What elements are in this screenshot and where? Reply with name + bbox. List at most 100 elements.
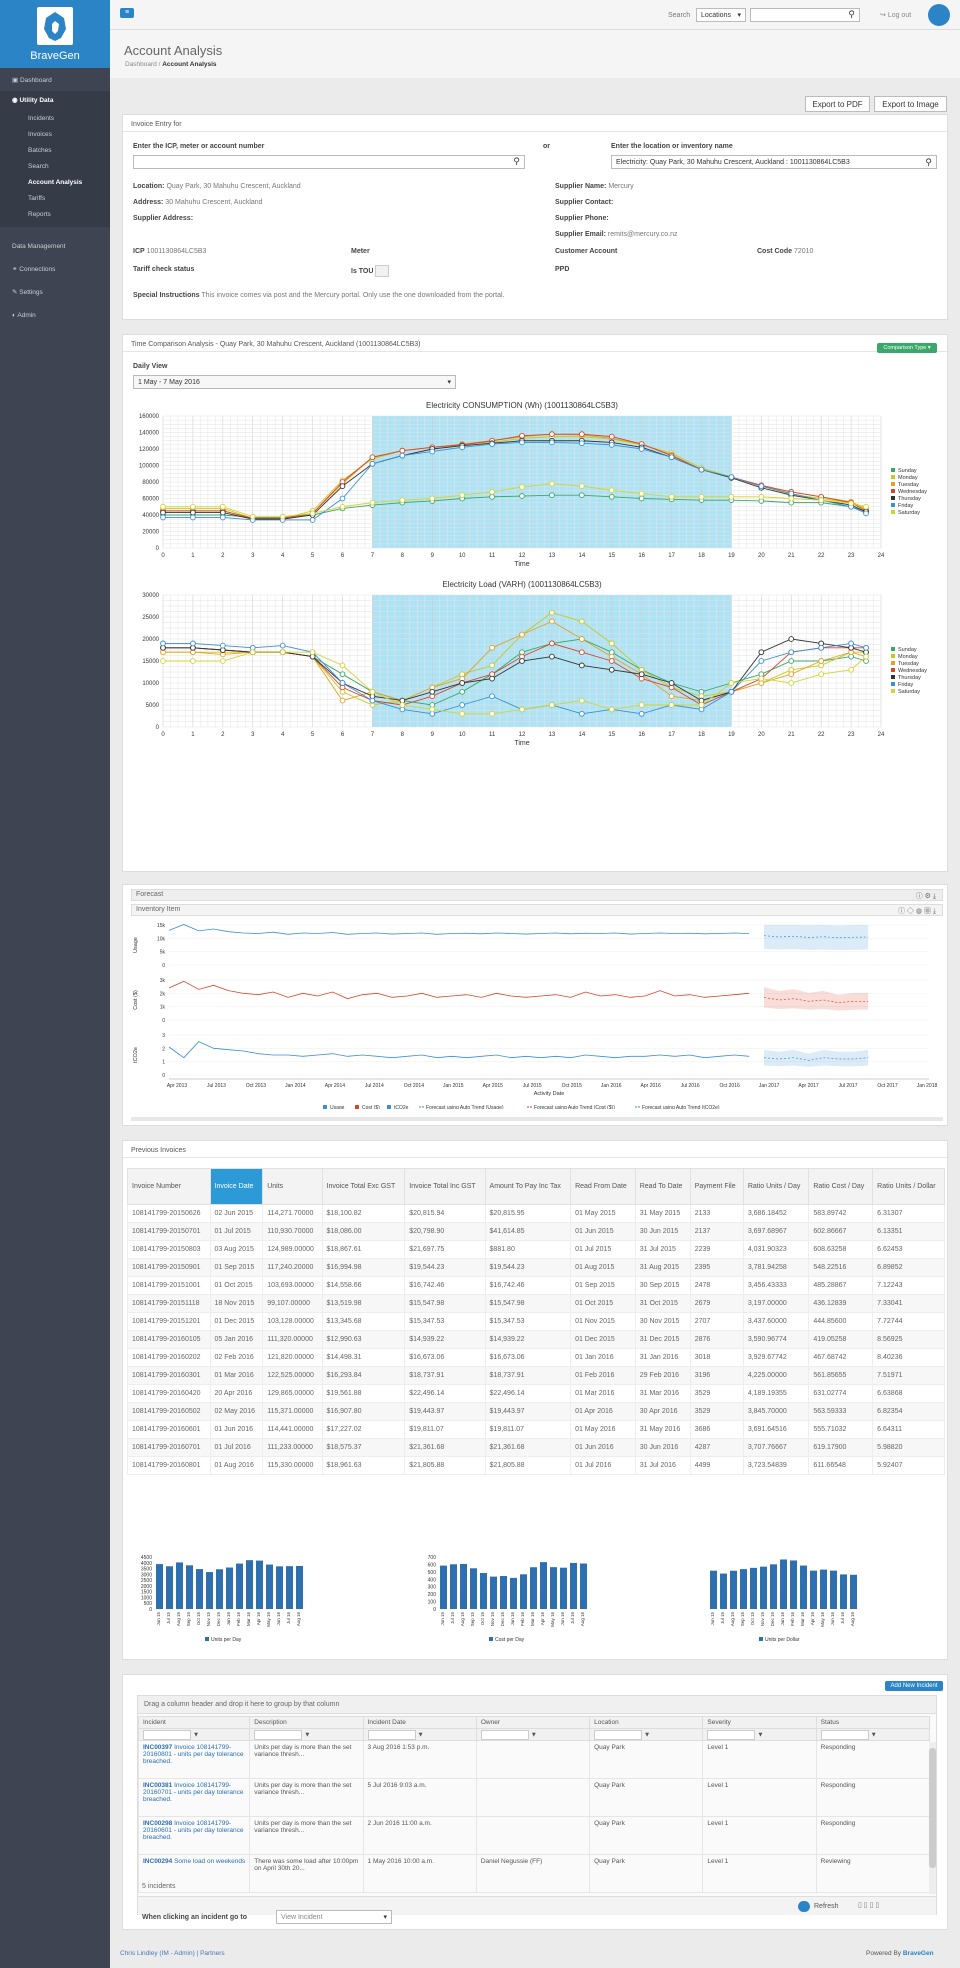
column-filter[interactable]: ▼ (702, 1728, 817, 1741)
sidebar-item-admin[interactable]: ◐ Admin (12, 312, 36, 319)
footer-user[interactable]: Chris Lindley (IM - Admin) | Partners (120, 1950, 225, 1957)
location-search-input[interactable]: Electricity: Quay Park, 30 Mahuhu Cresce… (611, 155, 937, 169)
filter-input[interactable] (143, 1729, 191, 1740)
filter-input[interactable] (254, 1729, 303, 1740)
export-image-button[interactable]: Export to Image (874, 96, 947, 112)
incident-id-link[interactable]: INC00397 (143, 1744, 173, 1751)
invoice-column-header[interactable]: Invoice Number (127, 1168, 211, 1205)
sidebar-item-invoices[interactable]: Invoices (28, 131, 52, 138)
invoice-row[interactable]: 108141799-20150803 03 Aug 2015 124,989.000… (127, 1240, 945, 1259)
column-filter[interactable]: ▼ (475, 1728, 591, 1741)
incident-column-header[interactable]: Status (815, 1716, 931, 1729)
invoice-column-header[interactable]: Ratio Units / Day (742, 1168, 810, 1205)
sidebar-item-incidents[interactable]: Incidents (28, 115, 55, 122)
incident-row[interactable]: INC00294 Some load on weekends There was … (137, 1854, 931, 1893)
filter-input[interactable] (594, 1729, 643, 1740)
pdf-icon[interactable]: ▯ (869, 1902, 876, 1909)
filter-input[interactable] (820, 1729, 869, 1740)
invoice-row[interactable]: 108141799-20160502 02 May 2016 115,371.000… (127, 1402, 945, 1421)
filter-input[interactable] (707, 1729, 756, 1740)
incident-title-link[interactable]: Invoice 108141799-20160701 - units per d… (143, 1782, 244, 1803)
brand[interactable]: BraveGen (0, 0, 110, 68)
info-icon[interactable]: ⓘ (897, 908, 907, 915)
group-drop-zone[interactable]: Drag a column header and drop it here to… (138, 1696, 936, 1714)
invoice-row[interactable]: 108141799-20151001 01 Oct 2015 103,693.000… (127, 1276, 945, 1295)
incident-title-link[interactable]: Some load on weekends (174, 1858, 246, 1865)
filter-icon[interactable]: ▼ (757, 1731, 764, 1739)
incident-cell[interactable]: INC00298 Invoice 108141799-20160601 - un… (137, 1816, 251, 1855)
invoice-row[interactable]: 108141799-20160301 01 Mar 2016 122,525.000… (127, 1366, 945, 1385)
refresh-icon[interactable] (798, 1901, 810, 1912)
info-icon[interactable]: ⓘ (915, 893, 925, 900)
sidebar-item-dashboard[interactable]: ▣ Dashboard (12, 77, 52, 84)
sidebar-item-search[interactable]: Search (28, 163, 49, 170)
add-new-incident-button[interactable]: Add New Incident (885, 1681, 943, 1691)
incident-id-link[interactable]: INC00298 (143, 1820, 173, 1827)
incident-cell[interactable]: INC00381 Invoice 108141799-20160701 - un… (137, 1778, 251, 1817)
sidebar-item-connections[interactable]: ⚭ Connections (12, 266, 56, 273)
invoice-row[interactable]: 108141799-20150701 01 Jul 2015 110,930.700… (127, 1222, 945, 1241)
table-icon[interactable]: ▦ (923, 908, 933, 915)
invoice-column-header[interactable]: Payment File (689, 1168, 744, 1205)
export-pdf-button[interactable]: Export to PDF (805, 96, 870, 112)
chart-icon[interactable]: ◍ (915, 908, 924, 915)
incident-scrollbar[interactable] (929, 1742, 936, 1894)
invoice-column-header[interactable]: Invoice Total Inc GST (404, 1168, 486, 1205)
search-input[interactable]: ⚲ (750, 8, 860, 22)
sidebar-item-tariffs[interactable]: Tariffs (28, 195, 46, 202)
incident-id-link[interactable]: INC00381 (143, 1782, 173, 1789)
invoice-column-header[interactable]: Ratio Units / Dollar (872, 1168, 945, 1205)
incident-column-header[interactable]: Description (249, 1716, 364, 1729)
column-filter[interactable]: ▼ (815, 1728, 931, 1741)
filter-icon[interactable]: ▼ (870, 1731, 877, 1739)
incident-id-link[interactable]: INC00294 (143, 1858, 173, 1865)
invoice-row[interactable]: 108141799-20160701 01 Jul 2016 111,233.000… (127, 1438, 945, 1457)
invoice-row[interactable]: 108141799-20151118 18 Nov 2015 99,107.0000… (127, 1294, 945, 1313)
refresh-label[interactable]: Refresh (814, 1903, 839, 1910)
incident-cell[interactable]: INC00397 Invoice 108141799-20160801 - un… (137, 1740, 251, 1779)
incident-cell[interactable]: INC00294 Some load on weekends (137, 1854, 251, 1893)
invoice-row[interactable]: 108141799-20150626 02 Jun 2015 114,271.700… (127, 1204, 945, 1223)
incident-column-header[interactable]: Severity (702, 1716, 817, 1729)
column-filter[interactable]: ▼ (137, 1728, 251, 1741)
sidebar-item-data-management[interactable]: Data Management (12, 243, 66, 250)
incident-title-link[interactable]: Invoice 108141799-20160601 - units per d… (143, 1820, 244, 1841)
invoice-column-header[interactable]: Read From Date (570, 1168, 636, 1205)
column-filter[interactable]: ▼ (362, 1728, 477, 1741)
incident-column-header[interactable]: Owner (475, 1716, 591, 1729)
invoice-row[interactable]: 108141799-20160105 05 Jan 2016 111,320.000… (127, 1330, 945, 1349)
menu-toggle-icon[interactable]: ≡ (120, 8, 134, 18)
incident-row[interactable]: INC00381 Invoice 108141799-20160701 - un… (137, 1778, 931, 1817)
incident-row[interactable]: INC00397 Invoice 108141799-20160801 - un… (137, 1740, 931, 1779)
search-scope-select[interactable]: Locations ▾ (696, 8, 746, 22)
incident-column-header[interactable]: Incident Date (362, 1716, 477, 1729)
download-icon[interactable]: ⤓ (932, 908, 936, 915)
settings-icon[interactable]: ⚙ (924, 893, 933, 900)
sidebar-item-account-analysis[interactable]: Account Analysis (28, 179, 83, 186)
invoice-row[interactable]: 108141799-20160601 01 Jun 2016 114,441.000… (127, 1420, 945, 1439)
invoice-row[interactable]: 108141799-20160801 01 Aug 2016 115,330.000… (127, 1456, 945, 1475)
excel-icon[interactable]: ▯ (858, 1902, 864, 1909)
filter-input[interactable] (367, 1729, 416, 1740)
column-filter[interactable]: ▼ (589, 1728, 704, 1741)
download-icon[interactable]: ⤓ (932, 893, 936, 900)
invoice-row[interactable]: 108141799-20150901 01 Sep 2015 117,240.200… (127, 1258, 945, 1277)
incident-column-header[interactable]: Incident (137, 1716, 251, 1729)
invoice-column-header[interactable]: Units (262, 1168, 323, 1205)
click-action-select[interactable]: View Incident ▾ (276, 1910, 392, 1924)
user-avatar[interactable] (928, 4, 950, 26)
csv-icon[interactable]: ▯ (863, 1902, 870, 1909)
invoice-column-header[interactable]: Amount To Pay Inc Tax (484, 1168, 572, 1205)
invoice-column-header[interactable]: Invoice Date (209, 1168, 264, 1205)
invoice-column-header[interactable]: Ratio Cost / Day (808, 1168, 874, 1205)
daily-view-select[interactable]: 1 May - 7 May 2016 ▾ (133, 375, 456, 389)
incident-row[interactable]: INC00298 Invoice 108141799-20160601 - un… (137, 1816, 931, 1855)
forecast-scrollbar[interactable] (131, 1117, 943, 1121)
column-filter[interactable]: ▼ (249, 1728, 364, 1741)
filter-icon[interactable]: ▼ (643, 1731, 651, 1739)
sidebar-item-batches[interactable]: Batches (28, 147, 52, 154)
is-tou-checkbox[interactable] (375, 265, 389, 277)
filter-icon[interactable]: ▼ (417, 1731, 424, 1739)
logout-link[interactable]: ↪ Log out (880, 12, 912, 19)
sidebar-item-utility-data[interactable]: ◉ Utility Data (12, 97, 54, 104)
